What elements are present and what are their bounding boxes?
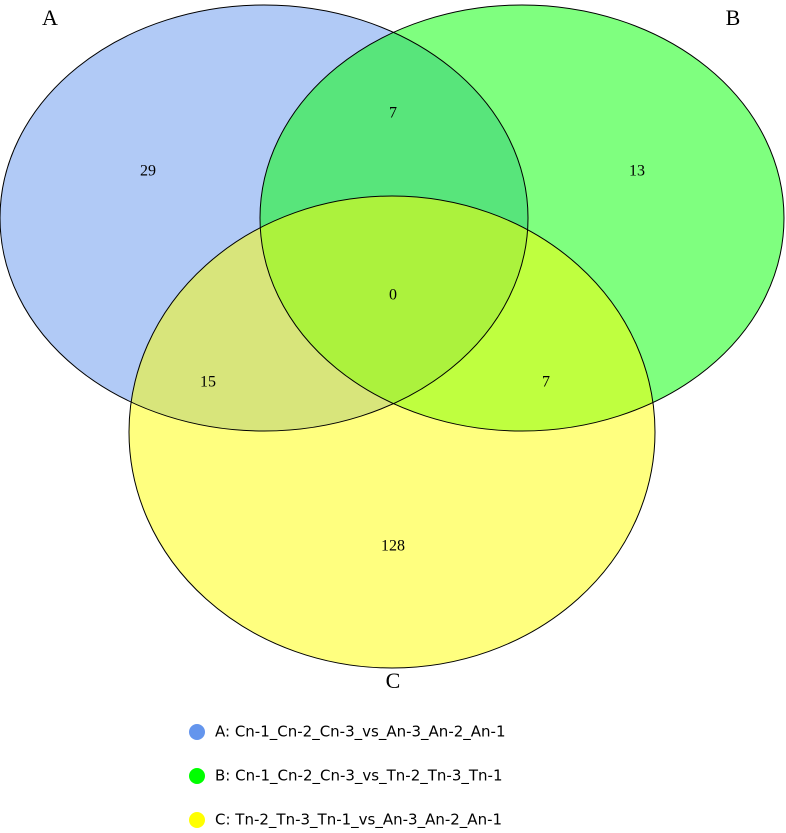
legend-label: A: Cn-1_Cn-2_Cn-3_vs_An-3_An-2_An-1: [215, 723, 506, 742]
legend-label: C: Tn-2_Tn-3_Tn-1_vs_An-3_An-2_An-1: [215, 811, 502, 830]
region-count: 15: [200, 374, 216, 391]
legend-marker: [189, 768, 205, 784]
region-count: 0: [389, 287, 397, 304]
region-count: 13: [629, 163, 645, 180]
set-outline: [128, 195, 656, 669]
set-outline: [0, 4, 529, 432]
set-outline: [259, 4, 785, 432]
legend-label: B: Cn-1_Cn-2_Cn-3_vs_Tn-2_Tn-3_Tn-1: [215, 767, 503, 786]
set-name: C: [386, 668, 401, 693]
legend-marker: [189, 724, 205, 740]
set-name: A: [42, 5, 58, 30]
region-count: 128: [381, 538, 405, 555]
region-count: 7: [389, 105, 397, 122]
set-name: B: [726, 5, 741, 30]
legend-marker: [189, 812, 205, 828]
region-count: 29: [140, 163, 156, 180]
set-ellipse: [129, 196, 655, 668]
region-count: 7: [542, 374, 550, 391]
